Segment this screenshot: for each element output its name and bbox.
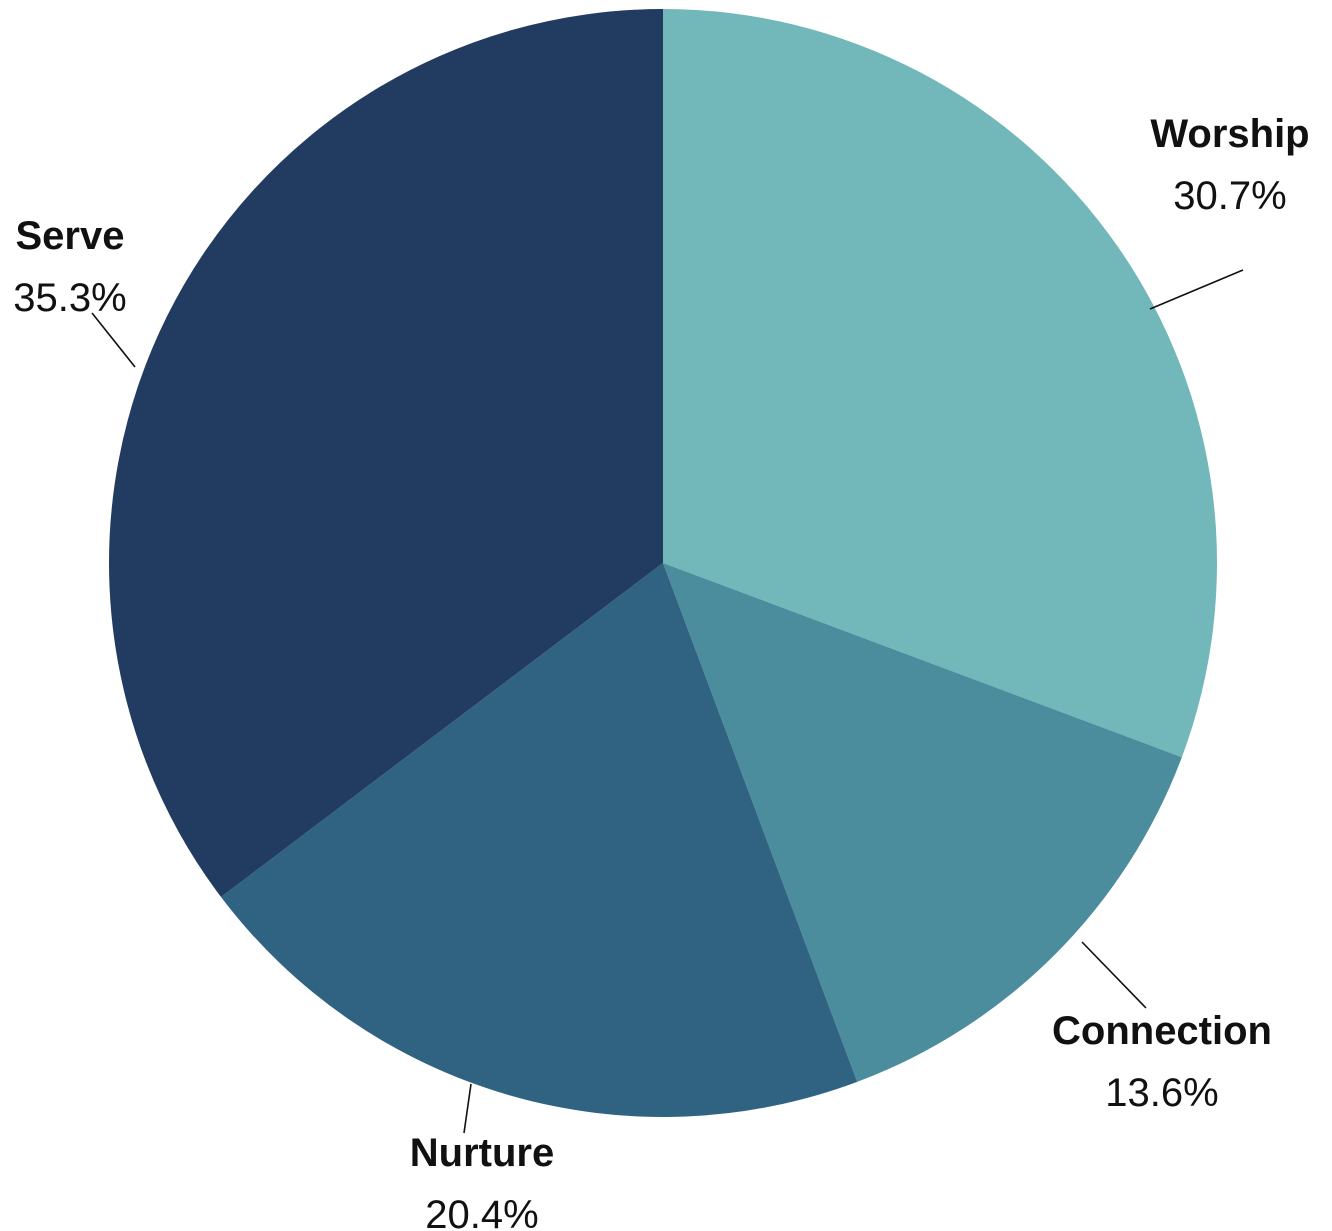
pie-slice-serve <box>109 9 664 898</box>
slice-label-name-serve: Serve <box>16 214 125 258</box>
pie-slices <box>109 9 1218 1118</box>
leader-line-connection <box>1081 941 1147 1009</box>
pie-slice-worship <box>663 9 1218 758</box>
slice-label-value-nurture: 20.4% <box>425 1193 538 1231</box>
leader-line-serve <box>91 312 136 368</box>
leader-line-worship <box>1149 269 1244 310</box>
leader-lines <box>91 269 1244 1134</box>
pie-slice-nurture <box>221 563 858 1118</box>
slice-label-name-connection: Connection <box>1052 1009 1272 1053</box>
slice-labels: Worship 30.7% Connection 13.6% Nurture 20.4% S… <box>13 112 1309 1231</box>
slice-label-name-worship: Worship <box>1150 112 1309 156</box>
slice-label-name-nurture: Nurture <box>410 1131 554 1175</box>
pie-slice-connection <box>663 563 1182 1082</box>
slice-label-value-worship: 30.7% <box>1173 174 1286 218</box>
slice-label-value-connection: 13.6% <box>1105 1071 1218 1115</box>
leader-line-nurture <box>463 1083 472 1134</box>
slice-label-value-serve: 35.3% <box>13 276 126 320</box>
